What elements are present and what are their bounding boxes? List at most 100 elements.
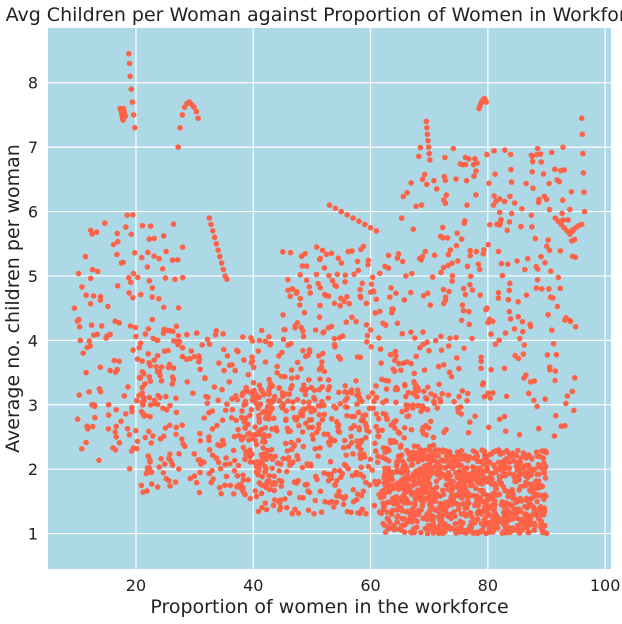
data-point — [139, 358, 145, 364]
data-point — [210, 476, 216, 482]
x-tick-label: 20 — [126, 576, 146, 595]
data-point — [466, 156, 472, 162]
data-point — [378, 510, 385, 517]
data-point — [269, 465, 276, 472]
data-point — [529, 468, 535, 475]
data-point — [217, 253, 223, 260]
data-point — [276, 385, 282, 392]
data-point — [388, 511, 395, 518]
data-point — [461, 455, 468, 462]
x-tick-label: 80 — [478, 576, 498, 595]
data-point — [449, 278, 456, 284]
data-point — [472, 518, 479, 524]
data-point — [509, 492, 515, 498]
data-point — [368, 344, 375, 350]
data-point — [177, 125, 183, 131]
data-point — [422, 248, 429, 255]
data-point — [262, 425, 269, 431]
data-point — [525, 529, 531, 536]
data-point — [138, 254, 145, 261]
data-point — [311, 511, 317, 517]
data-point — [231, 433, 238, 440]
data-point — [496, 196, 503, 202]
data-point — [332, 282, 338, 288]
data-point — [451, 398, 458, 405]
data-point — [467, 252, 474, 259]
data-point — [270, 502, 277, 509]
data-point — [497, 220, 504, 227]
data-point — [549, 327, 555, 334]
data-point — [281, 326, 287, 333]
data-point — [411, 370, 418, 377]
data-point — [342, 272, 349, 279]
data-point — [413, 353, 420, 360]
data-point — [267, 409, 273, 415]
data-point — [311, 407, 318, 414]
data-point — [504, 227, 511, 233]
data-point — [199, 342, 205, 348]
data-point — [240, 434, 247, 441]
data-point — [505, 296, 512, 303]
data-point — [529, 169, 535, 175]
data-point — [175, 332, 182, 339]
data-point — [394, 506, 401, 512]
data-point — [398, 215, 405, 221]
data-point — [511, 200, 518, 206]
data-point — [249, 358, 256, 365]
data-point — [288, 340, 294, 347]
data-point — [262, 500, 269, 506]
data-point — [432, 507, 439, 513]
data-point — [267, 342, 273, 348]
data-point — [482, 452, 488, 458]
data-point — [357, 471, 364, 478]
data-point — [456, 472, 463, 478]
data-point — [533, 478, 539, 485]
data-point — [403, 273, 409, 279]
data-point — [512, 512, 518, 519]
data-point — [484, 151, 490, 158]
data-point — [86, 389, 92, 395]
data-point — [114, 251, 120, 258]
data-point — [142, 434, 149, 441]
data-point — [247, 412, 253, 419]
data-point — [395, 453, 402, 460]
data-point — [517, 525, 524, 532]
data-point — [496, 416, 503, 423]
data-point — [565, 217, 571, 223]
data-point — [483, 530, 489, 537]
data-point — [535, 425, 542, 432]
data-point — [203, 393, 209, 400]
data-point — [473, 168, 479, 174]
data-point — [160, 405, 166, 412]
data-point — [89, 266, 96, 273]
data-point — [146, 428, 152, 435]
data-point — [401, 425, 408, 431]
data-point — [215, 459, 222, 466]
data-point — [129, 99, 136, 105]
data-point — [318, 509, 325, 515]
data-point — [289, 382, 295, 389]
data-point — [485, 468, 491, 474]
data-point — [327, 458, 334, 465]
data-point — [433, 478, 440, 485]
data-point — [492, 484, 499, 491]
data-point — [93, 229, 100, 235]
data-point — [283, 408, 290, 414]
data-point — [146, 236, 153, 242]
data-point — [242, 491, 248, 498]
data-point — [515, 447, 521, 454]
data-point — [344, 294, 350, 300]
data-point — [541, 470, 548, 476]
data-point — [312, 446, 319, 452]
data-point — [210, 228, 216, 234]
data-point — [153, 363, 159, 370]
data-point — [239, 408, 245, 414]
data-point — [425, 476, 431, 483]
data-point — [215, 397, 221, 404]
data-point — [445, 392, 452, 398]
data-point — [571, 407, 577, 414]
data-point — [149, 316, 156, 323]
data-point — [156, 255, 162, 262]
data-point — [159, 266, 166, 272]
data-point — [292, 506, 298, 513]
